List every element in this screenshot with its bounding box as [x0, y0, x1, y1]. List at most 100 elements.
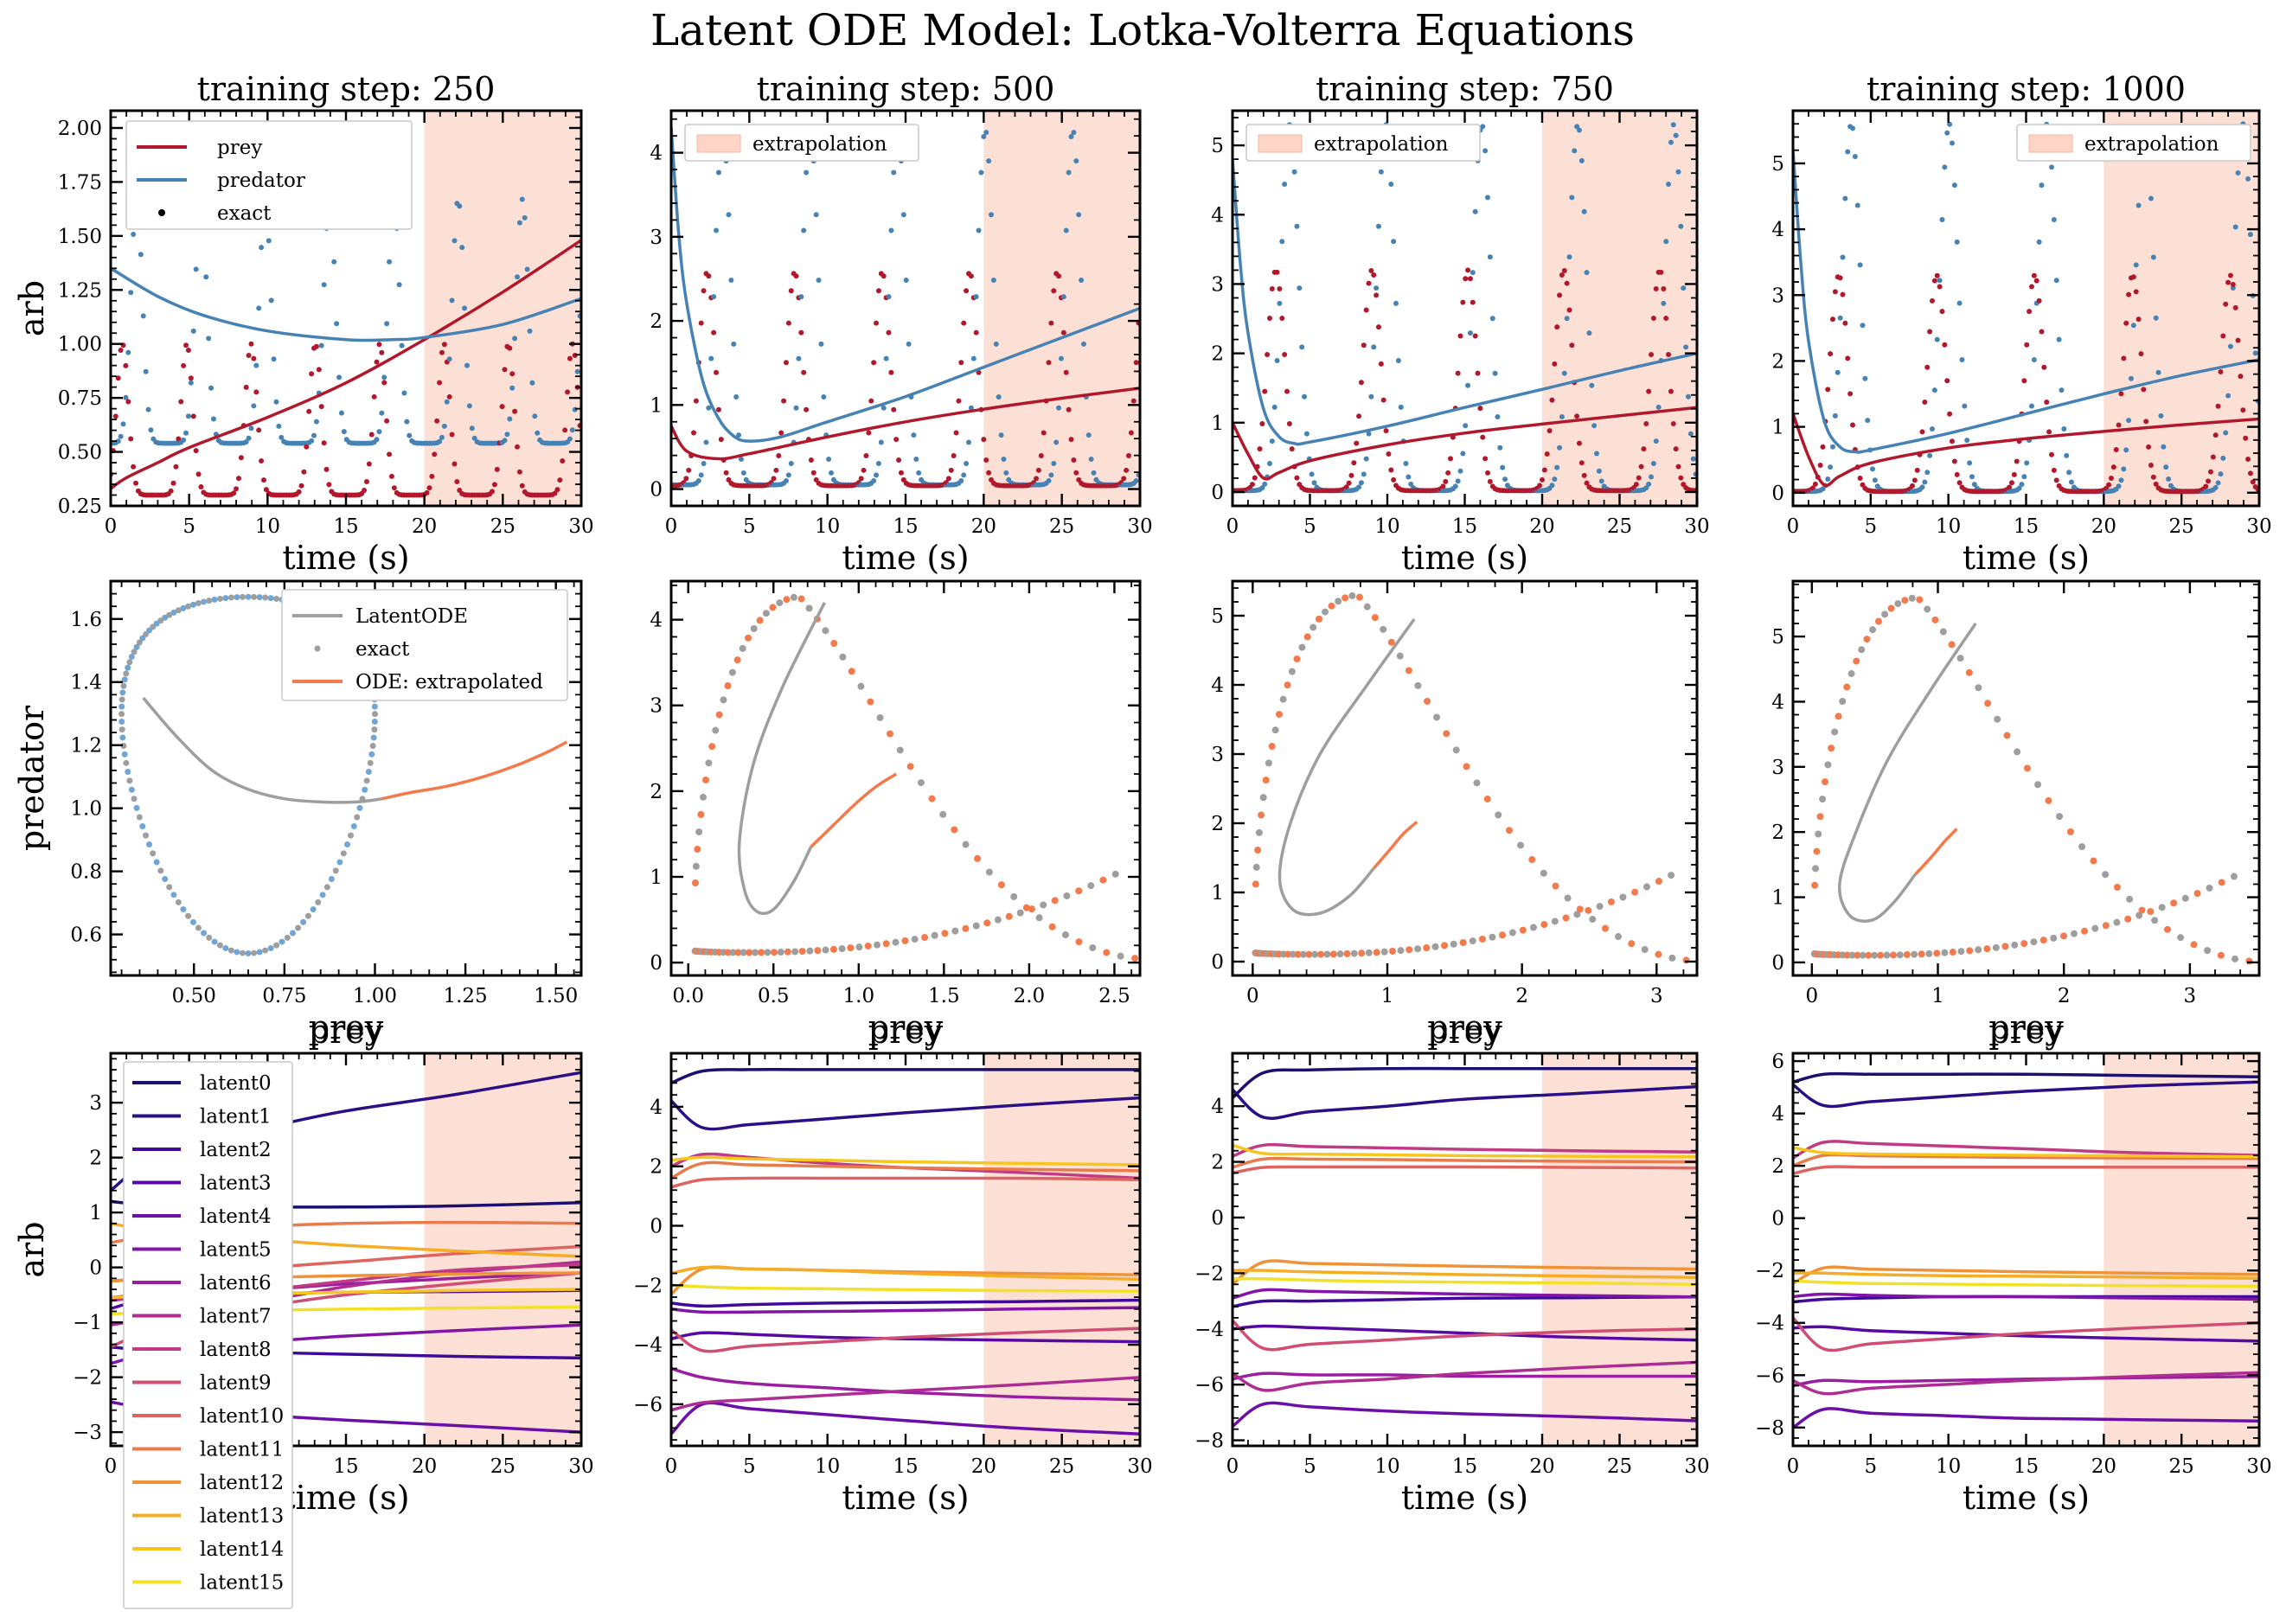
exact-predator-point	[1598, 478, 1604, 484]
exact-point	[694, 846, 701, 854]
exact-prey-point	[256, 427, 262, 433]
y-tick-label: 0	[89, 1257, 102, 1280]
exact-point	[1925, 949, 1933, 957]
exact-point	[1863, 636, 1871, 643]
exact-prey-point	[1817, 462, 1823, 468]
exact-predator-point	[567, 436, 573, 442]
exact-predator-point	[524, 266, 530, 272]
exact-predator-point	[911, 432, 917, 438]
exact-predator-point	[1073, 158, 1079, 164]
exact-prey-point	[2027, 309, 2033, 315]
y-tick-label: 3	[89, 1092, 102, 1115]
exact-prey-point	[1675, 464, 1681, 470]
exact-point	[175, 607, 182, 614]
exact-point	[886, 730, 893, 738]
exact-predator-point	[1971, 482, 1977, 488]
exact-point	[251, 949, 258, 956]
exact-point	[1607, 898, 1615, 905]
exact-prey-point	[321, 440, 327, 446]
exact-predator-point	[804, 169, 810, 176]
exact-point	[1871, 951, 1879, 959]
y-tick-label: 2.00	[58, 118, 102, 140]
legend-label-extrapolation: extrapolation	[2084, 133, 2219, 156]
exact-point	[133, 804, 140, 811]
exact-predator-point	[695, 478, 701, 484]
exact-predator-point	[206, 336, 212, 342]
exact-prey-point	[778, 430, 784, 436]
exact-prey-point	[1388, 467, 1394, 473]
exact-predator-point	[268, 297, 274, 304]
legend-label: ODE: extrapolated	[355, 671, 543, 694]
exact-prey-point	[1060, 329, 1066, 336]
exact-predator-point	[1825, 476, 1831, 483]
exact-predator-point	[1080, 341, 1086, 347]
prey-fit-line	[1793, 412, 2259, 488]
exact-prey-point	[945, 476, 951, 482]
exact-prey-point	[2118, 391, 2124, 397]
exact-predator-point	[1302, 393, 1308, 400]
exact-point	[1874, 617, 1882, 625]
exact-point	[2230, 873, 2238, 880]
exact-prey-point	[234, 486, 240, 492]
x-tick-label: 2.0	[1014, 985, 1046, 1007]
y-tick-label: 0	[650, 952, 663, 975]
exact-predator-point	[1572, 148, 1578, 154]
y-tick-label: 3	[1211, 744, 1224, 766]
exact-predator-point	[906, 341, 912, 347]
exact-point	[2193, 890, 2201, 898]
exact-predator-point	[446, 356, 452, 362]
exact-point	[1619, 893, 1627, 901]
exact-prey-point	[1274, 269, 1280, 275]
exact-prey-point	[804, 406, 810, 412]
y-tick-label: 4	[1771, 691, 1784, 713]
exact-predator-point	[123, 394, 129, 400]
exact-point	[1903, 950, 1911, 958]
exact-point	[1975, 946, 1982, 954]
exact-prey-point	[263, 487, 269, 493]
exact-point	[2113, 884, 2121, 892]
x-tick-label: 30	[1127, 1455, 1152, 1478]
exact-predator-point	[2235, 169, 2241, 176]
exact-prey-point	[1368, 268, 1374, 274]
exact-prey-point	[2203, 483, 2209, 489]
exact-prey-point	[951, 452, 957, 458]
exact-prey-point	[861, 467, 867, 473]
exact-point	[185, 603, 192, 610]
exact-prey-point	[981, 437, 987, 443]
exact-predator-point	[886, 294, 892, 300]
latentode-line	[142, 696, 383, 804]
exact-predator-point	[1378, 169, 1384, 175]
exact-predator-point	[1835, 369, 1841, 375]
exact-prey-point	[502, 367, 508, 373]
exact-point	[1358, 949, 1366, 957]
exact-point	[1682, 956, 1690, 964]
exact-prey-point	[388, 473, 394, 479]
exact-prey-point	[1371, 272, 1377, 278]
exact-prey-point	[1071, 457, 1077, 464]
latent0-line	[1233, 1066, 1697, 1099]
exact-prey-point	[1374, 292, 1380, 298]
exact-predator-point	[1944, 130, 1950, 136]
exact-point	[798, 948, 806, 956]
exact-point	[1811, 881, 1819, 889]
exact-predator-point	[381, 374, 387, 380]
exact-predator-point	[1266, 460, 1272, 466]
y-tick-label: 2	[1211, 343, 1224, 366]
exact-prey-point	[424, 489, 430, 496]
exact-predator-point	[1852, 154, 1858, 160]
axes-frame	[109, 579, 583, 977]
exact-predator-point	[271, 356, 277, 362]
exact-predator-point	[572, 406, 578, 412]
exact-point	[2232, 955, 2239, 962]
exact-point	[1517, 841, 1525, 849]
exact-predator-point	[1391, 239, 1397, 245]
exact-predator-point	[1482, 148, 1489, 154]
y-tick-label: 4	[1211, 204, 1224, 227]
exact-prey-point	[251, 355, 257, 361]
exact-predator-point	[1849, 125, 1855, 131]
exact-point	[227, 594, 234, 601]
exact-point	[729, 949, 737, 956]
exact-prey-point	[2138, 351, 2144, 357]
